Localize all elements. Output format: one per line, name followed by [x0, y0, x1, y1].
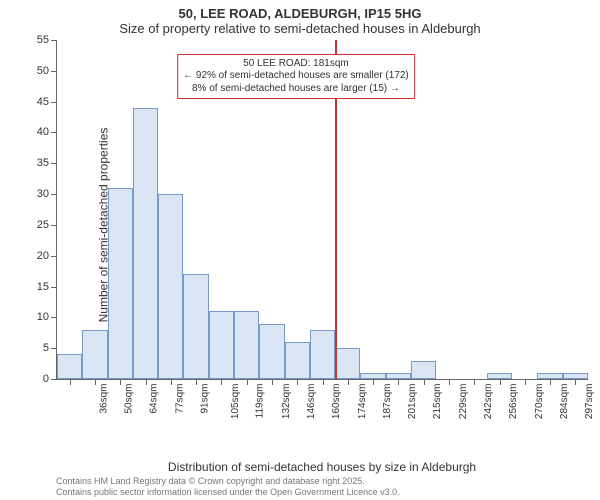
x-tick-label: 242sqm — [483, 384, 494, 420]
y-tick — [51, 225, 57, 226]
y-tick — [51, 287, 57, 288]
x-tick-label: 91sqm — [199, 384, 210, 414]
x-tick-label: 201sqm — [407, 384, 418, 420]
histogram-bar — [335, 348, 360, 379]
x-tick — [171, 379, 172, 385]
x-tick — [474, 379, 475, 385]
y-tick-label: 35 — [21, 157, 49, 169]
x-tick-label: 64sqm — [149, 384, 160, 414]
y-tick-label: 20 — [21, 250, 49, 262]
footer-line-1: Contains HM Land Registry data © Crown c… — [56, 476, 400, 487]
x-tick-label: 119sqm — [255, 384, 266, 419]
histogram-bar — [108, 188, 133, 379]
y-tick — [51, 132, 57, 133]
y-tick — [51, 379, 57, 380]
x-tick — [550, 379, 551, 385]
x-tick-label: 50sqm — [123, 384, 134, 414]
y-tick-label: 15 — [21, 281, 49, 293]
y-tick-label: 50 — [21, 65, 49, 77]
y-tick-label: 45 — [21, 96, 49, 108]
x-tick — [525, 379, 526, 385]
x-tick — [120, 379, 121, 385]
annotation-line-2: ← 92% of semi-detached houses are smalle… — [183, 70, 409, 83]
plot-area: 50 LEE ROAD: 181sqm ← 92% of semi-detach… — [56, 40, 588, 380]
x-tick — [146, 379, 147, 385]
x-axis-label: Distribution of semi-detached houses by … — [56, 460, 588, 474]
y-tick-label: 30 — [21, 188, 49, 200]
x-tick — [247, 379, 248, 385]
x-tick — [348, 379, 349, 385]
x-tick-label: 215sqm — [432, 384, 443, 420]
x-tick-label: 160sqm — [331, 384, 342, 420]
x-tick — [449, 379, 450, 385]
histogram-bar — [209, 311, 234, 379]
y-tick — [51, 256, 57, 257]
x-tick — [272, 379, 273, 385]
histogram-bar — [158, 194, 183, 379]
y-tick — [51, 348, 57, 349]
histogram-bar — [310, 330, 335, 379]
y-tick — [51, 163, 57, 164]
footer: Contains HM Land Registry data © Crown c… — [56, 476, 400, 499]
x-tick-label: 132sqm — [281, 384, 292, 420]
x-tick — [323, 379, 324, 385]
x-tick-label: 105sqm — [230, 384, 241, 420]
y-tick-label: 25 — [21, 219, 49, 231]
x-tick — [297, 379, 298, 385]
x-tick — [221, 379, 222, 385]
chart-area: Number of semi-detached properties 50 LE… — [56, 40, 588, 410]
annotation-box: 50 LEE ROAD: 181sqm ← 92% of semi-detach… — [177, 54, 415, 100]
histogram-bar — [285, 342, 310, 379]
chart-subtitle: Size of property relative to semi-detach… — [0, 21, 600, 40]
x-tick-label: 284sqm — [559, 384, 570, 420]
x-tick-label: 77sqm — [174, 384, 185, 414]
histogram-bar — [133, 108, 158, 379]
y-tick-label: 40 — [21, 126, 49, 138]
x-tick — [196, 379, 197, 385]
y-tick — [51, 194, 57, 195]
histogram-bar — [411, 361, 436, 379]
annotation-line-3: 8% of semi-detached houses are larger (1… — [183, 83, 409, 96]
x-tick — [424, 379, 425, 385]
x-tick-label: 270sqm — [534, 384, 545, 420]
annotation-line-1: 50 LEE ROAD: 181sqm — [183, 58, 409, 71]
x-tick-label: 256sqm — [508, 384, 519, 420]
x-tick-label: 174sqm — [357, 384, 368, 420]
histogram-bar — [57, 354, 82, 379]
chart-title: 50, LEE ROAD, ALDEBURGH, IP15 5HG — [0, 0, 600, 21]
x-tick — [398, 379, 399, 385]
x-tick-label: 187sqm — [382, 384, 393, 420]
x-tick-label: 297sqm — [584, 384, 595, 420]
x-tick — [70, 379, 71, 385]
x-tick — [500, 379, 501, 385]
histogram-bar — [234, 311, 259, 379]
x-tick-label: 36sqm — [98, 384, 109, 414]
y-tick-label: 55 — [21, 34, 49, 46]
y-tick — [51, 40, 57, 41]
y-tick-label: 5 — [21, 342, 49, 354]
histogram-bar — [183, 274, 208, 379]
chart-container: 50, LEE ROAD, ALDEBURGH, IP15 5HG Size o… — [0, 0, 600, 500]
footer-line-2: Contains public sector information licen… — [56, 487, 400, 498]
y-tick — [51, 71, 57, 72]
x-tick — [373, 379, 374, 385]
x-tick-label: 229sqm — [458, 384, 469, 420]
y-tick — [51, 317, 57, 318]
x-tick — [95, 379, 96, 385]
x-tick — [575, 379, 576, 385]
y-tick — [51, 102, 57, 103]
x-tick-label: 146sqm — [306, 384, 317, 420]
y-tick-label: 10 — [21, 311, 49, 323]
histogram-bar — [82, 330, 107, 379]
y-tick-label: 0 — [21, 373, 49, 385]
histogram-bar — [259, 324, 284, 379]
